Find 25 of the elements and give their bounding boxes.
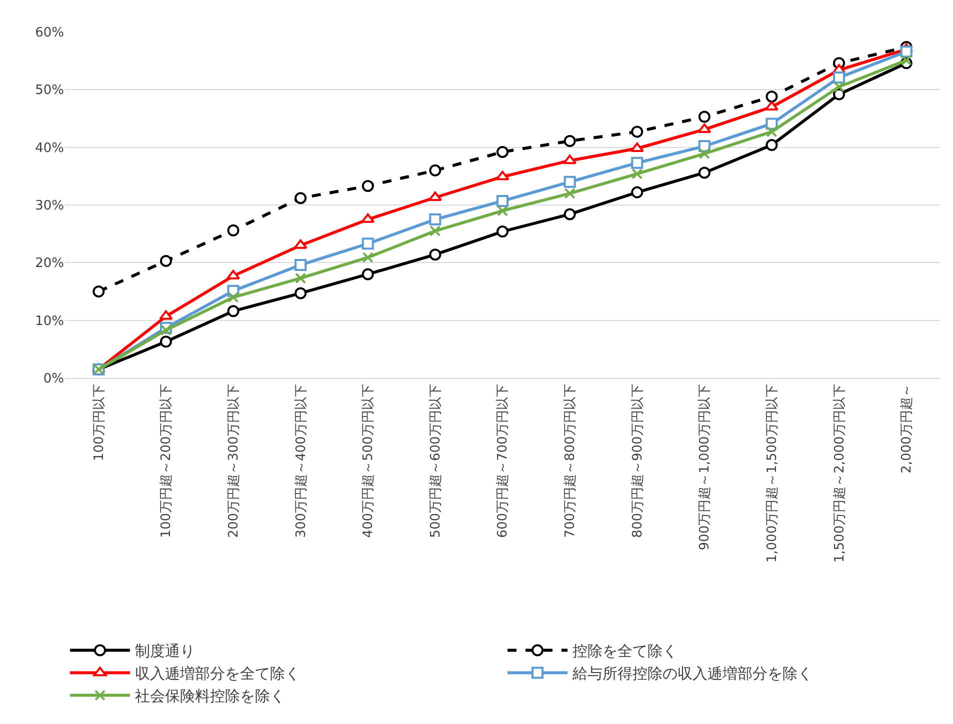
legend-label: 控除を全て除く (572, 642, 678, 660)
x-tick-label: 900万円超～1,000万円以下 (698, 384, 713, 550)
x-tick-label: 500万円超～600万円以下 (428, 384, 444, 538)
x-tick-label: 400万円超～500万円以下 (361, 384, 376, 538)
y-tick-label: 10% (35, 314, 64, 329)
y-tick-label: 30% (35, 198, 64, 214)
legend-label: 制度通り (135, 642, 195, 660)
y-tick-label: 0% (43, 372, 64, 387)
y-tick-label: 60% (35, 26, 64, 41)
x-tick-label: 100万円以下 (92, 384, 107, 462)
legend-label: 収入逓増部分を全て除く (135, 664, 300, 683)
x-tick-label: 600万円超～700万円以下 (496, 384, 511, 538)
legend-label: 給与所得控除の収入逓増部分を除く (572, 664, 812, 683)
y-tick-label: 40% (35, 140, 64, 156)
x-tick-label: 200万円超～300万円以下 (226, 384, 242, 538)
x-tick-label: 100万円超～200万円以下 (159, 384, 174, 538)
x-tick-label: 800万円超～900万円以下 (630, 384, 646, 538)
x-tick-label: 1,500万円超～2,000万円以下 (832, 384, 848, 563)
y-tick-label: 50% (35, 83, 64, 98)
x-tick-label: 2,000万円超～ (900, 384, 915, 474)
x-tick-label: 700万円超～800万円以下 (563, 384, 578, 538)
y-tick-label: 20% (35, 256, 64, 272)
legend-label: 社会保険料控除を除く (135, 687, 285, 706)
x-tick-label: 1,000万円超～1,500万円以下 (764, 384, 780, 563)
x-tick-label: 300万円超～400万円以下 (294, 384, 309, 538)
